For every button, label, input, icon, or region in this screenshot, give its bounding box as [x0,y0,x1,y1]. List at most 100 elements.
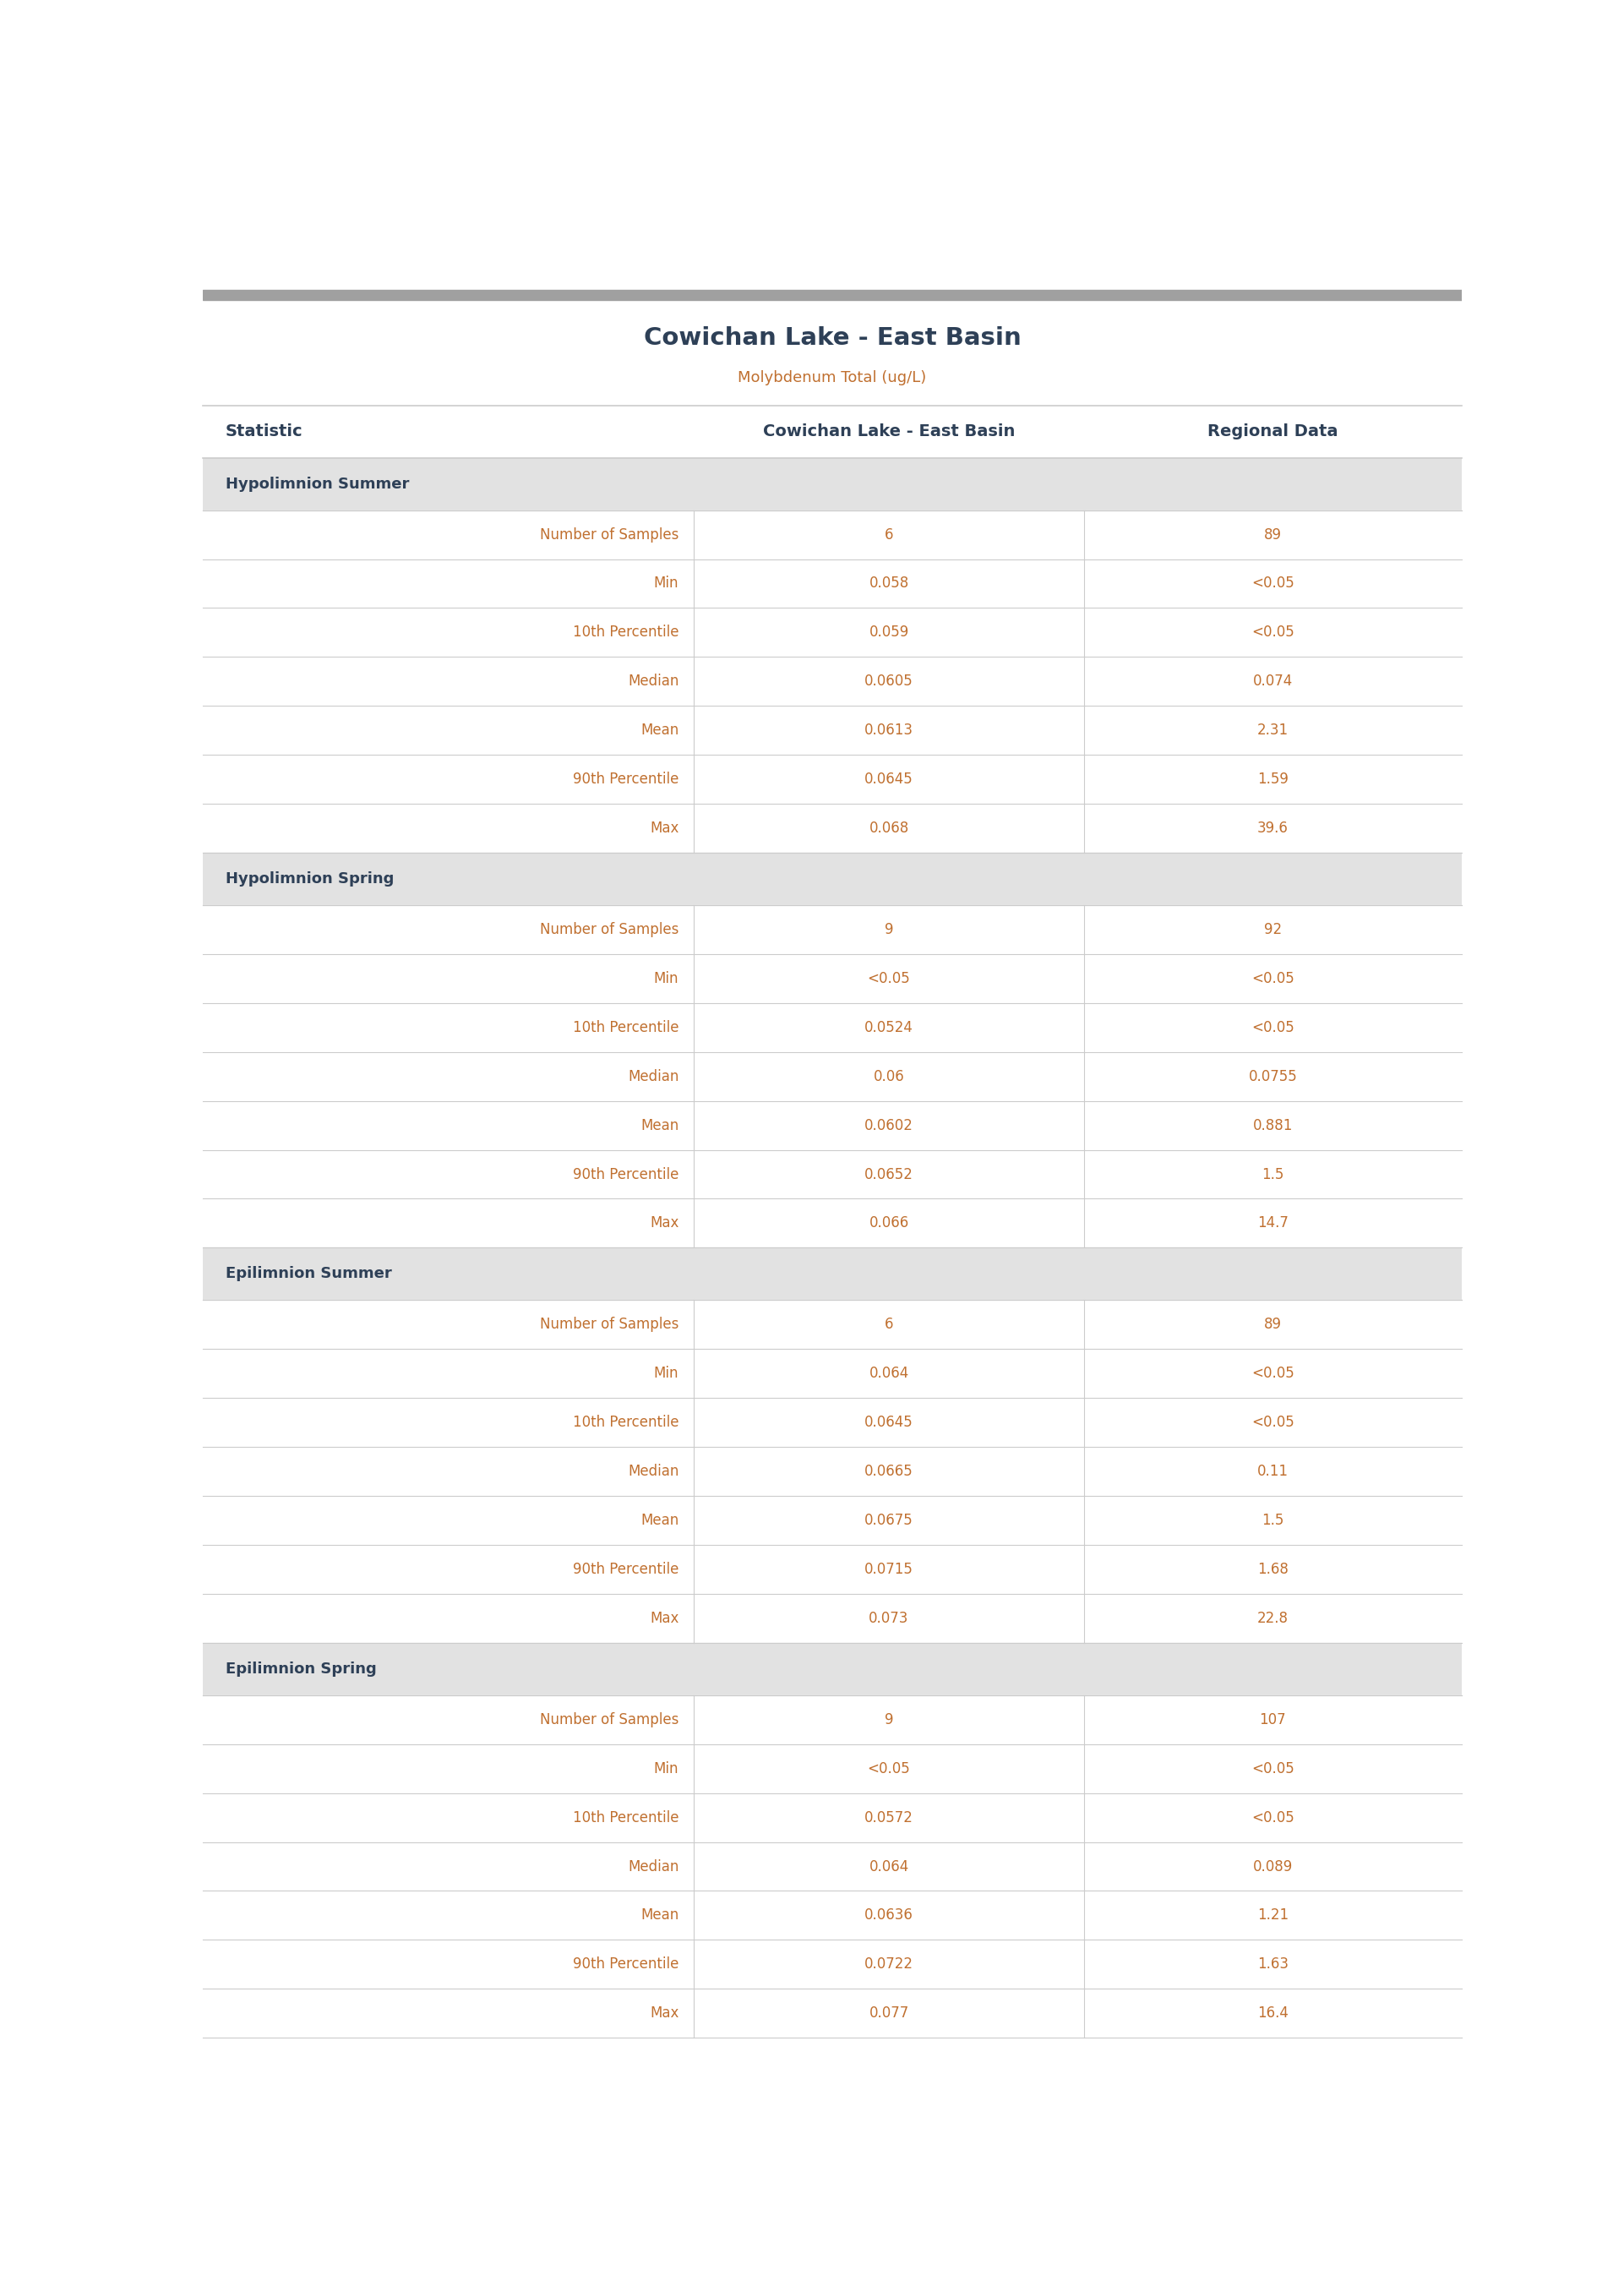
Text: 90th Percentile: 90th Percentile [573,1562,679,1578]
Text: 107: 107 [1260,1712,1286,1727]
Bar [203,1989,1462,2038]
Text: Statistic: Statistic [226,424,304,440]
Bar [203,1546,1462,1594]
Text: Cowichan Lake - East Basin: Cowichan Lake - East Basin [643,327,1021,350]
Bar [203,1446,1462,1496]
Bar [203,1743,1462,1793]
Text: 90th Percentile: 90th Percentile [573,1167,679,1183]
Bar [203,953,1462,1003]
Bar [203,291,1462,300]
Text: 10th Percentile: 10th Percentile [573,1809,679,1825]
Text: 1.59: 1.59 [1257,772,1288,788]
Text: Median: Median [628,1464,679,1480]
Text: 6: 6 [885,1317,893,1332]
Bar [203,804,1462,854]
Text: 9: 9 [885,922,893,938]
Text: 39.6: 39.6 [1257,822,1288,835]
Bar [203,1793,1462,1841]
Text: Median: Median [628,1859,679,1875]
Text: <0.05: <0.05 [867,972,911,985]
Bar [203,558,1462,608]
Text: 0.0715: 0.0715 [864,1562,913,1578]
Bar [203,1199,1462,1249]
Text: 0.0755: 0.0755 [1249,1069,1298,1085]
Text: 1.5: 1.5 [1262,1512,1285,1528]
Bar [203,1348,1462,1398]
Text: 0.0602: 0.0602 [864,1117,913,1133]
Text: 89: 89 [1263,1317,1281,1332]
Text: 10th Percentile: 10th Percentile [573,1019,679,1035]
Text: Regional Data: Regional Data [1208,424,1338,440]
Text: 1.5: 1.5 [1262,1167,1285,1183]
Bar [203,1249,1462,1301]
Text: 0.881: 0.881 [1252,1117,1293,1133]
Text: Min: Min [654,577,679,590]
Text: 0.077: 0.077 [869,2007,909,2020]
Text: 1.68: 1.68 [1257,1562,1288,1578]
Bar [203,511,1462,558]
Text: 6: 6 [885,527,893,543]
Text: 0.073: 0.073 [869,1612,909,1625]
Text: 89: 89 [1263,527,1281,543]
Bar [203,1151,1462,1199]
Bar [203,756,1462,804]
Text: 0.0675: 0.0675 [864,1512,913,1528]
Text: 0.0665: 0.0665 [864,1464,913,1480]
Bar [203,1643,1462,1696]
Text: 10th Percentile: 10th Percentile [573,1414,679,1430]
Bar [203,1301,1462,1348]
Text: 0.0605: 0.0605 [864,674,913,690]
Text: Median: Median [628,1069,679,1085]
Text: Epilimnion Summer: Epilimnion Summer [226,1267,391,1283]
Text: 0.0524: 0.0524 [864,1019,913,1035]
Text: <0.05: <0.05 [1252,1367,1294,1380]
Bar [203,459,1462,511]
Text: 0.064: 0.064 [869,1367,909,1380]
Bar [203,1594,1462,1643]
Text: <0.05: <0.05 [1252,624,1294,640]
Text: 0.0572: 0.0572 [864,1809,913,1825]
Bar [203,1398,1462,1446]
Bar [203,1841,1462,1891]
Text: 0.0645: 0.0645 [864,772,913,788]
Text: 0.0613: 0.0613 [864,722,913,738]
Text: Mean: Mean [640,1512,679,1528]
Text: Epilimnion Spring: Epilimnion Spring [226,1662,377,1678]
Text: 0.06: 0.06 [874,1069,905,1085]
Text: Max: Max [650,1612,679,1625]
Text: Cowichan Lake - East Basin: Cowichan Lake - East Basin [763,424,1015,440]
Text: Max: Max [650,822,679,835]
Text: 0.066: 0.066 [869,1217,909,1230]
Text: 0.0645: 0.0645 [864,1414,913,1430]
Text: 0.11: 0.11 [1257,1464,1288,1480]
Text: Number of Samples: Number of Samples [539,922,679,938]
Text: <0.05: <0.05 [1252,577,1294,590]
Text: <0.05: <0.05 [1252,1809,1294,1825]
Text: 90th Percentile: 90th Percentile [573,772,679,788]
Text: Molybdenum Total (ug/L): Molybdenum Total (ug/L) [737,370,927,386]
Bar [203,1696,1462,1743]
Text: 0.059: 0.059 [869,624,909,640]
Text: 0.068: 0.068 [869,822,909,835]
Text: <0.05: <0.05 [1252,972,1294,985]
Text: 92: 92 [1263,922,1281,938]
Text: 0.074: 0.074 [1252,674,1293,690]
Text: Min: Min [654,1367,679,1380]
Text: Median: Median [628,674,679,690]
Bar [203,1003,1462,1051]
Text: 9: 9 [885,1712,893,1727]
Bar [203,854,1462,906]
Text: Number of Samples: Number of Samples [539,1317,679,1332]
Text: Min: Min [654,972,679,985]
Text: 10th Percentile: 10th Percentile [573,624,679,640]
Text: <0.05: <0.05 [867,1762,911,1775]
Text: Mean: Mean [640,722,679,738]
Text: 16.4: 16.4 [1257,2007,1288,2020]
Bar [203,1891,1462,1941]
Text: Max: Max [650,1217,679,1230]
Text: Max: Max [650,2007,679,2020]
Text: 1.63: 1.63 [1257,1957,1288,1973]
Text: <0.05: <0.05 [1252,1414,1294,1430]
Text: 0.058: 0.058 [869,577,909,590]
Text: 14.7: 14.7 [1257,1217,1288,1230]
